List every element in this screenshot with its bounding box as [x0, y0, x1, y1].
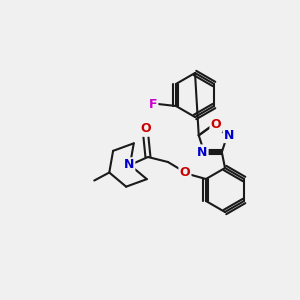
Text: O: O [180, 167, 190, 179]
Text: N: N [124, 158, 134, 172]
Text: N: N [197, 146, 207, 159]
Text: O: O [141, 122, 151, 136]
Text: N: N [224, 129, 235, 142]
Text: F: F [149, 98, 157, 110]
Text: O: O [211, 118, 221, 131]
